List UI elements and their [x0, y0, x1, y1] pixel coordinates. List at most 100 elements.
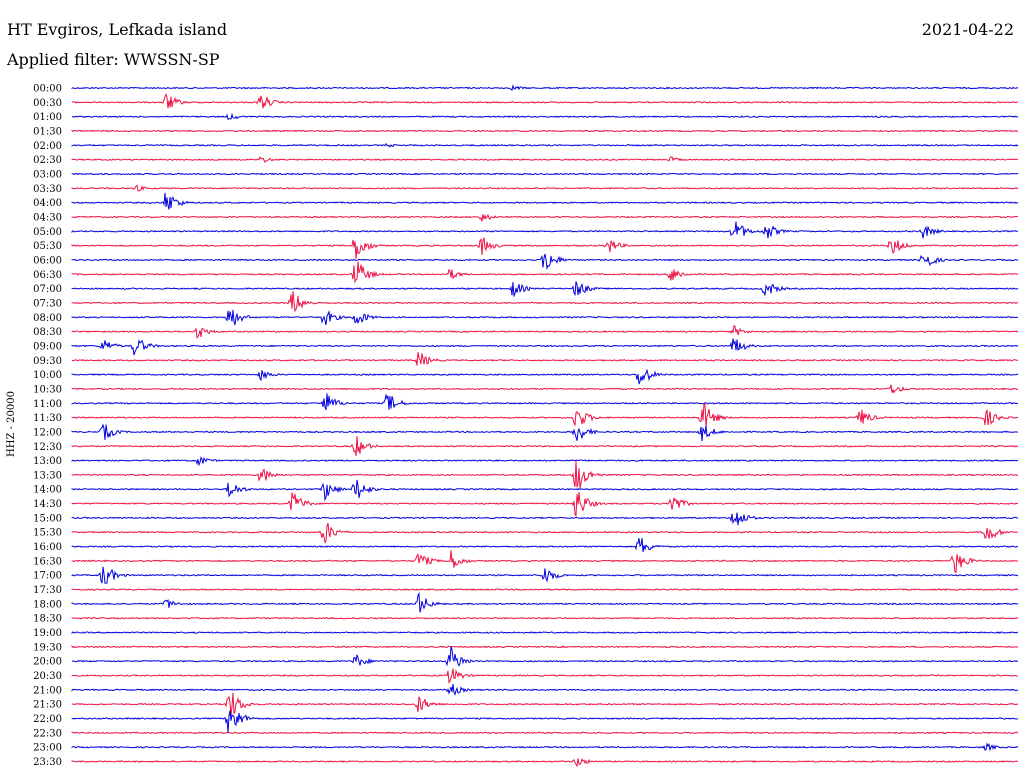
trace-line [71, 742, 1019, 752]
tick-label: 23:30 [33, 757, 62, 768]
trace-line [71, 710, 1019, 733]
trace-line [71, 84, 1019, 91]
tick-label: 10:30 [33, 384, 62, 395]
trace-line [71, 324, 1018, 339]
tick-label: 09:30 [33, 356, 62, 367]
trace-line [71, 512, 1019, 526]
tick-label: 13:00 [33, 456, 62, 467]
tick-label: 19:30 [33, 642, 62, 653]
trace-line [71, 253, 1019, 271]
tick-label: 15:30 [33, 528, 62, 539]
trace-line [71, 172, 1019, 176]
trace-line [71, 338, 1019, 356]
tick-label: 00:30 [33, 98, 62, 109]
trace-line [71, 261, 1019, 284]
trace-line [71, 646, 1018, 667]
tick-label: 04:30 [33, 212, 62, 223]
tick-label: 20:00 [33, 657, 62, 668]
trace-line [71, 112, 1019, 121]
tick-label: 15:00 [33, 513, 62, 524]
tick-label: 18:00 [33, 599, 62, 610]
trace-line [71, 142, 1019, 148]
trace-line [71, 645, 1019, 649]
tick-label: 01:00 [33, 112, 62, 123]
trace-line [71, 588, 1019, 591]
tick-label: 06:00 [33, 255, 62, 266]
tick-label: 16:00 [33, 542, 62, 553]
tick-label: 21:00 [33, 685, 62, 696]
trace-line [71, 221, 1019, 239]
tick-label: 11:30 [33, 413, 62, 424]
filter-label: Applied filter: WWSSN-SP [7, 50, 220, 69]
seismogram-traces [71, 84, 1019, 768]
trace-line [71, 93, 1019, 109]
tick-label: 04:00 [33, 198, 62, 209]
tick-label: 14:00 [33, 485, 62, 496]
trace-line [71, 129, 1019, 133]
trace-line [71, 731, 1019, 735]
tick-label: 05:00 [33, 227, 62, 238]
tick-label: 17:00 [33, 571, 62, 582]
tick-label: 07:30 [33, 298, 62, 309]
tick-label: 05:30 [33, 241, 62, 252]
tick-label: 23:00 [33, 743, 62, 754]
trace-line [71, 538, 1019, 553]
trace-line [71, 291, 1019, 313]
trace-line [71, 631, 1019, 635]
tick-label: 08:00 [33, 313, 62, 324]
trace-line [71, 550, 1019, 574]
tick-label: 03:00 [33, 169, 62, 180]
tick-label: 09:00 [33, 341, 62, 352]
trace-line [71, 479, 1019, 502]
trace-line [71, 213, 1019, 222]
station-title: HT Evgiros, Lefkada island [7, 20, 228, 39]
trace-line [71, 616, 1019, 620]
tick-label: 22:00 [33, 714, 62, 725]
tick-label: 12:00 [33, 427, 62, 438]
tick-label: 02:30 [33, 155, 62, 166]
tick-label: 08:30 [33, 327, 62, 338]
tick-label: 13:30 [33, 470, 62, 481]
trace-line [71, 591, 1019, 613]
tick-label: 21:30 [33, 700, 62, 711]
trace-line [71, 402, 1019, 427]
tick-label: 00:00 [33, 84, 62, 95]
trace-line [71, 309, 1019, 326]
trace-line [71, 368, 1019, 385]
tick-label: 18:30 [33, 614, 62, 625]
time-tick-labels: 00:00 00:30 01:00 01:30 02:00 02:30 03:00 03:30… [33, 84, 62, 769]
trace-line [71, 436, 1018, 456]
tick-label: 02:00 [33, 141, 62, 152]
trace-line [71, 423, 1019, 442]
trace-line [71, 384, 1019, 394]
tick-label: 14:30 [33, 499, 62, 510]
trace-line [71, 491, 1019, 518]
tick-label: 11:00 [33, 399, 62, 410]
trace-line [71, 668, 1019, 684]
tick-label: 16:30 [33, 556, 62, 567]
tick-label: 22:30 [33, 728, 62, 739]
trace-line [71, 460, 1019, 489]
trace-line [71, 352, 1019, 366]
trace-line [71, 237, 1019, 259]
tick-label: 20:30 [33, 671, 62, 682]
tick-label: 10:00 [33, 370, 62, 381]
trace-line [71, 393, 1019, 410]
tick-label: 12:30 [33, 442, 62, 453]
trace-line [71, 184, 1019, 192]
date-label: 2021-04-22 [921, 20, 1014, 39]
tick-label: 07:00 [33, 284, 62, 295]
trace-line [71, 523, 1019, 544]
trace-line [71, 156, 1019, 164]
trace-line [71, 758, 1019, 768]
tick-label: 03:30 [33, 184, 62, 195]
trace-line [71, 192, 1019, 210]
trace-line [71, 692, 1019, 716]
trace-line [71, 566, 1019, 584]
tick-label: 01:30 [33, 126, 62, 137]
trace-line [71, 456, 1019, 467]
y-axis-label: HHZ - 20000 [6, 391, 17, 457]
tick-label: 19:00 [33, 628, 62, 639]
tick-label: 06:30 [33, 270, 62, 281]
